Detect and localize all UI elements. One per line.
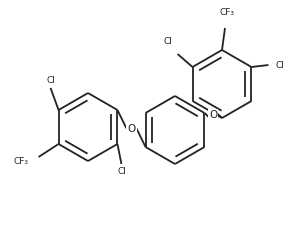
Text: CF₃: CF₃ — [14, 158, 29, 166]
Text: Cl: Cl — [276, 61, 284, 69]
Text: Cl: Cl — [46, 76, 55, 85]
Text: CF₃: CF₃ — [219, 8, 235, 17]
Text: O: O — [127, 123, 136, 133]
Text: O: O — [209, 111, 217, 121]
Text: Cl: Cl — [164, 37, 173, 46]
Text: Cl: Cl — [117, 167, 126, 176]
